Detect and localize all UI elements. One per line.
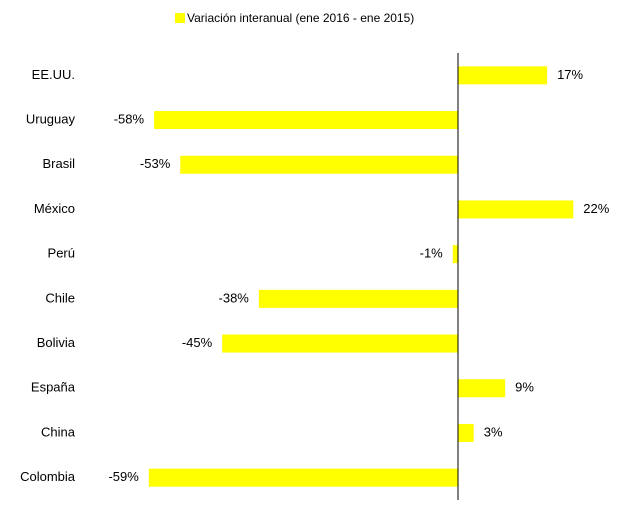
data-label: -38% (219, 290, 250, 305)
y-tick-label: Bolivia (37, 335, 76, 350)
bar (258, 289, 458, 308)
y-tick-label: Perú (48, 246, 75, 261)
bar (180, 155, 458, 174)
y-tick-label: Brasil (42, 156, 75, 171)
y-tick-label: México (34, 201, 75, 216)
bar (458, 66, 548, 85)
y-tick-label: Uruguay (26, 111, 76, 126)
data-label: -1% (420, 246, 444, 261)
data-label: -45% (182, 335, 213, 350)
bar (222, 334, 458, 353)
data-label: 3% (484, 424, 503, 439)
data-label: 17% (557, 67, 583, 82)
data-label: -58% (114, 111, 145, 126)
y-tick-label: Colombia (20, 469, 76, 484)
legend-label: Variación interanual (ene 2016 - ene 201… (187, 11, 414, 25)
bar (154, 111, 458, 130)
bar (458, 200, 574, 219)
data-label: 22% (583, 201, 609, 216)
bar (458, 423, 474, 442)
y-tick-label: EE.UU. (32, 67, 75, 82)
legend-swatch (175, 13, 185, 23)
y-tick-label: China (41, 424, 76, 439)
bar (458, 379, 506, 398)
data-label: -59% (108, 469, 139, 484)
bar (452, 245, 458, 264)
bar (148, 468, 458, 487)
data-label: -53% (140, 156, 171, 171)
data-label: 9% (515, 380, 534, 395)
y-tick-label: Chile (45, 290, 75, 305)
y-tick-label: España (31, 380, 76, 395)
